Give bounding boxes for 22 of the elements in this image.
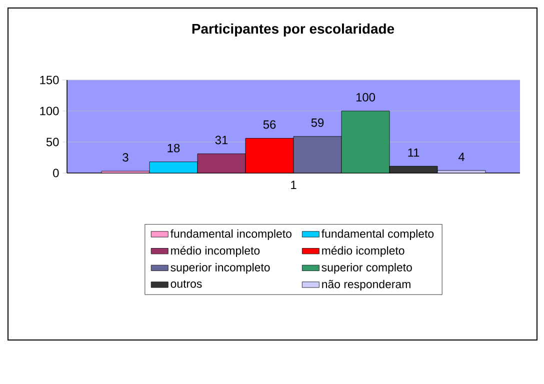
x-tick-label: 1 <box>291 180 296 189</box>
legend-label: outros <box>170 280 202 288</box>
data-label: 59 <box>311 118 324 127</box>
y-tick-label: 0 <box>53 168 59 178</box>
legend-label: superior completo <box>322 263 412 274</box>
legend-label: médio incompleto <box>171 246 260 257</box>
data-label: 18 <box>168 144 180 152</box>
data-label: 100 <box>356 93 376 102</box>
legend-label: superior incompleto <box>170 263 270 274</box>
legend-label: fundamental completo <box>322 229 434 240</box>
chart-title: Participantes por escolaridade <box>192 23 394 36</box>
data-label: 4 <box>458 152 464 161</box>
data-label: 31 <box>215 136 228 144</box>
data-label: 3 <box>122 153 128 162</box>
legend-label: fundamental incompleto <box>170 229 292 240</box>
data-label: 56 <box>263 120 276 129</box>
data-label: 11 <box>408 148 420 157</box>
legend-label: não responderam <box>322 280 410 290</box>
y-tick-label: 100 <box>40 106 59 116</box>
y-tick-label: 150 <box>40 76 59 84</box>
legend-label: médio icompleto <box>322 246 404 257</box>
y-tick-label: 50 <box>46 138 59 146</box>
